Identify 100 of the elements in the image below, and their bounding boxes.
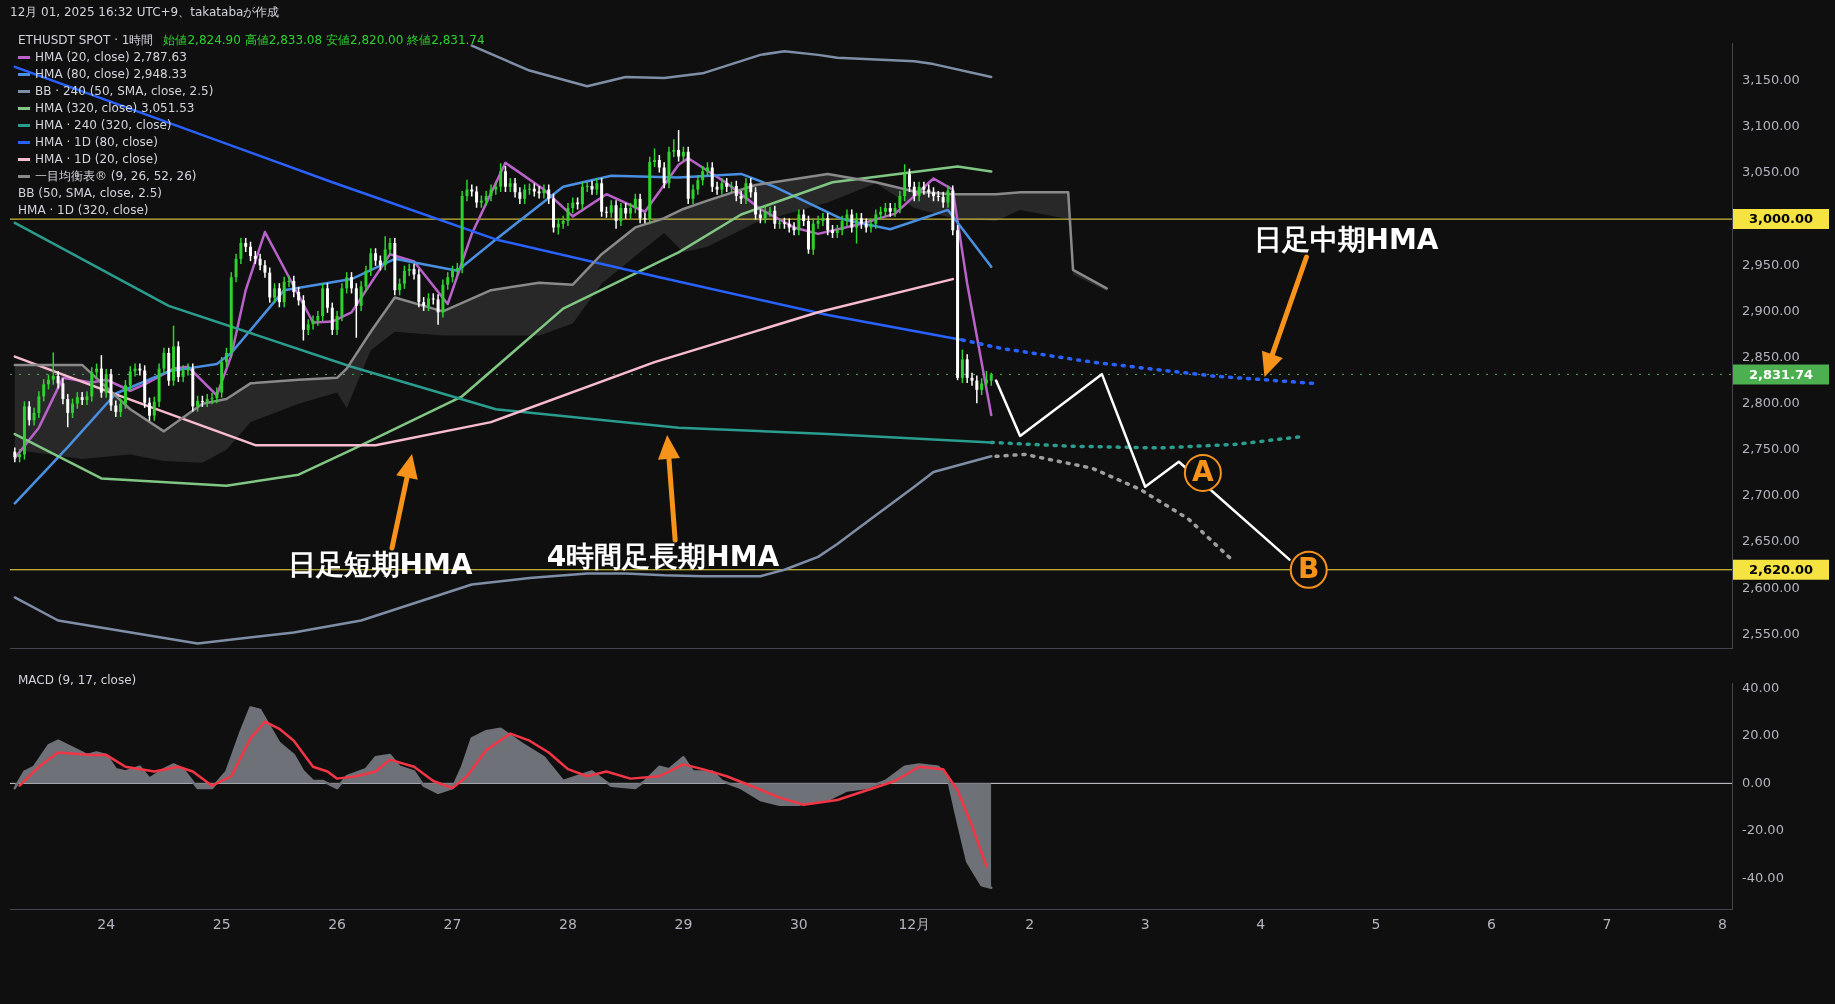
y-tick-label: 3,150.00 [1742, 72, 1800, 88]
candlestick [537, 185, 541, 200]
candlestick [104, 368, 108, 399]
x-tick-label: 25 [212, 916, 231, 933]
y-tick-label: 3,100.00 [1742, 118, 1800, 134]
annotation: HMA · 1D (320, close) [18, 202, 150, 219]
candlestick [907, 168, 911, 193]
candlestick [297, 286, 301, 307]
candlestick [888, 202, 892, 218]
candlestick [773, 204, 777, 230]
candlestick [364, 264, 368, 293]
candlestick [696, 174, 700, 196]
candlestick [66, 393, 70, 428]
y-tick-label: -20.00 [1742, 822, 1784, 838]
candlestick [148, 396, 151, 422]
candlestick [475, 185, 479, 209]
candlestick [734, 180, 738, 202]
candlestick [277, 282, 281, 309]
candlestick [590, 180, 594, 196]
ref-line-label: 2,620.00 [1748, 562, 1814, 578]
y-tick-label: 2,700.00 [1742, 487, 1800, 503]
candlestick [912, 180, 916, 202]
candlestick [42, 378, 46, 403]
candlestick [119, 397, 123, 418]
candlestick [960, 348, 964, 384]
candlestick [874, 208, 878, 230]
x-tick-label: 26 [328, 916, 347, 933]
candlestick [287, 275, 291, 288]
candlestick [316, 310, 320, 327]
y-tick-label: 2,600.00 [1742, 579, 1800, 595]
annotation: 4時間足長期HMA [546, 539, 780, 575]
x-tick-label: 30 [789, 916, 808, 933]
candlestick [508, 177, 512, 193]
candlestick [619, 202, 623, 227]
candlestick [797, 208, 801, 237]
x-tick-label: 3 [1140, 916, 1150, 933]
candlestick [585, 180, 589, 193]
x-tick-label: 7 [1602, 916, 1612, 933]
candlestick [691, 183, 695, 205]
candlestick [354, 282, 358, 339]
candlestick [898, 190, 902, 214]
candlestick [629, 202, 632, 220]
candlestick [90, 366, 94, 403]
x-tick-label: 29 [674, 916, 693, 933]
candlestick [653, 147, 657, 168]
candlestick [855, 212, 859, 245]
candlestick [152, 395, 156, 422]
candlestick [407, 263, 411, 277]
candlestick [503, 165, 507, 193]
candlestick [359, 280, 363, 312]
candlestick [970, 371, 974, 387]
candlestick [282, 276, 286, 309]
x-tick-label: 27 [443, 916, 462, 933]
candlestick [494, 180, 498, 196]
candlestick [662, 161, 666, 189]
candlestick [754, 186, 758, 221]
candlestick [71, 397, 75, 419]
candlestick [239, 237, 243, 265]
candlestick [638, 192, 642, 225]
candlestick [162, 347, 166, 375]
candlestick [932, 186, 936, 202]
candlestick [739, 190, 743, 205]
legend-label: HMA (80, close) 2,948.33 [35, 67, 187, 81]
x-tick-label: 24 [97, 916, 116, 933]
candlestick [426, 292, 430, 312]
candlestick [580, 180, 584, 211]
candlestick [451, 264, 455, 284]
candlestick [249, 240, 252, 262]
candlestick [128, 365, 132, 392]
candlestick [903, 163, 907, 202]
candlestick [224, 347, 228, 369]
candlestick [484, 190, 488, 207]
candlestick [499, 162, 503, 193]
candlestick [821, 212, 825, 227]
candlestick [205, 393, 209, 408]
candlestick [528, 182, 531, 196]
y-tick-label: 40.00 [1742, 679, 1780, 695]
candlestick [917, 180, 921, 202]
candlestick [513, 177, 517, 199]
y-tick-label: 2,650.00 [1742, 533, 1800, 549]
candlestick [643, 212, 647, 225]
candlestick [547, 183, 551, 205]
candlestick [566, 202, 570, 227]
candlestick [436, 293, 440, 326]
y-tick-label: 2,850.00 [1742, 348, 1800, 364]
y-tick-label: 3,050.00 [1742, 164, 1800, 180]
candlestick [292, 275, 296, 298]
candlestick [345, 271, 349, 295]
candlestick [946, 184, 950, 209]
x-tick-label: 2 [1025, 916, 1035, 933]
candlestick [350, 271, 354, 295]
x-tick-label: 6 [1487, 916, 1497, 933]
candlestick [51, 351, 55, 386]
y-tick-label: 2,950.00 [1742, 256, 1800, 272]
annotation: A [1192, 455, 1215, 489]
candlestick [816, 215, 820, 230]
candlestick [893, 202, 897, 218]
legend-label: HMA · 1D (20, close) [35, 152, 158, 166]
legend-label: HMA (20, close) 2,787.63 [35, 50, 187, 64]
candlestick [369, 247, 373, 277]
